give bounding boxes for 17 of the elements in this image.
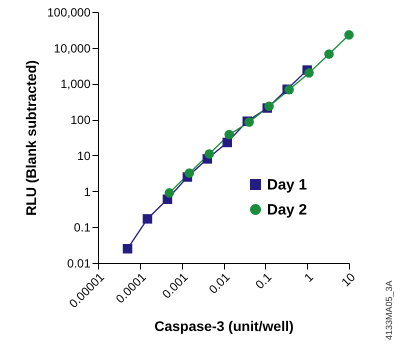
y-tick-label: 0.01 [67,256,91,270]
x-tick-label: 0.1 [252,270,275,292]
x-axis-title: Caspase-3 (unit/well) [154,318,294,334]
legend-label: Day 2 [267,202,308,218]
y-tick-label: 100,000 [47,6,91,20]
x-tick-label: 1 [302,270,316,285]
y-tick-label: 0.1 [74,220,91,235]
y-tick-label: 1 [84,184,91,199]
y-tick-label: 100 [70,113,91,128]
text: 4133MA05_3A [384,280,394,340]
x-tick-label: 0.01 [206,270,233,297]
x-tick-label: 10 [338,270,358,290]
y-tick-label: 10,000 [54,41,91,56]
y-tick-label: 1,000 [60,77,91,92]
y-tick-label: 10 [77,148,91,163]
legend-label: Day 1 [267,176,308,194]
y-axis-title: RLU (Blank subtracted) [23,60,40,216]
